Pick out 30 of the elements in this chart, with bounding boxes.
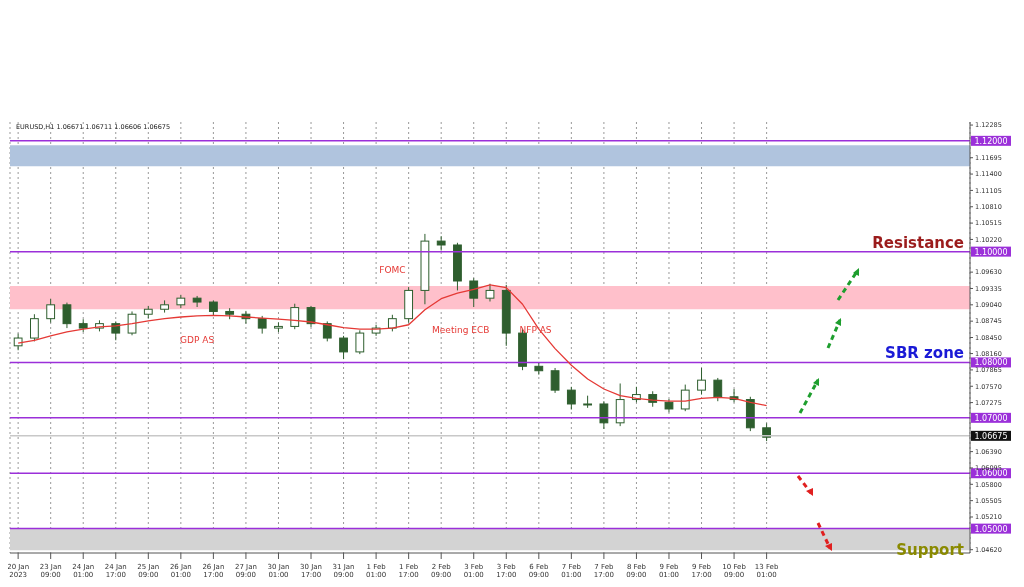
candlestick: [290, 303, 300, 330]
annotation: NFP AS: [519, 324, 552, 337]
annotation: Resistance: [872, 234, 964, 252]
annotation: Support: [896, 541, 964, 559]
annotation: Meeting ECB: [432, 324, 490, 337]
ref-line-label: 1.06675: [974, 431, 1008, 441]
candlestick: [713, 377, 723, 402]
candlestick: [697, 367, 706, 396]
candlestick: [192, 295, 202, 308]
candlestick: [355, 329, 365, 355]
annotation: GDP AS: [180, 334, 215, 347]
candlestick: [469, 277, 479, 308]
candlestick: [46, 298, 56, 324]
candlestick: [339, 335, 348, 360]
candlestick: [615, 382, 625, 427]
annotation: FOMC: [379, 264, 406, 277]
ref-line-label: 1.07000: [974, 413, 1008, 423]
ref-line-label: 1.06000: [974, 469, 1008, 479]
ref-line-label: 1.12000: [974, 136, 1008, 146]
ref-line-label: 1.10000: [974, 247, 1008, 257]
candlestick: [30, 313, 39, 342]
annotation: SBR zone: [885, 344, 964, 362]
candlestick: [566, 386, 576, 411]
candlestick: [550, 367, 560, 394]
candlestick: [599, 400, 609, 430]
ref-line-label: 1.05000: [974, 524, 1008, 534]
ref-line-label: 1.08000: [974, 358, 1008, 368]
candlestick: [322, 320, 332, 342]
candlestick: [62, 302, 72, 329]
candlestick: [680, 384, 690, 412]
